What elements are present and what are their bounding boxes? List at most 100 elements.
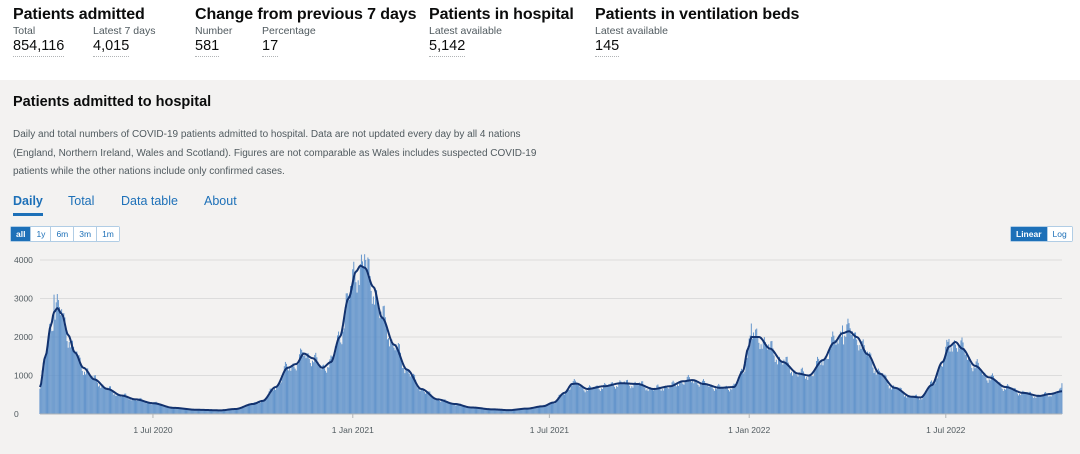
daily-bar: [299, 354, 300, 414]
range-all-button[interactable]: all: [11, 227, 32, 241]
daily-bar: [773, 355, 775, 414]
range-3m-button[interactable]: 3m: [74, 227, 98, 241]
daily-bar: [184, 408, 186, 414]
range-6m-button[interactable]: 6m: [51, 227, 75, 241]
daily-bar: [192, 409, 194, 414]
daily-bar: [494, 409, 496, 414]
daily-bar: [186, 408, 188, 414]
daily-bar: [481, 407, 483, 414]
daily-bar: [60, 315, 62, 414]
daily-bar: [537, 407, 539, 414]
scale-log-button[interactable]: Log: [1047, 227, 1072, 241]
daily-bar: [64, 317, 66, 414]
daily-bar: [934, 383, 936, 414]
daily-bar: [751, 338, 753, 414]
daily-bar: [113, 394, 115, 414]
daily-bar: [553, 403, 555, 414]
daily-bar: [919, 399, 921, 414]
daily-bar: [681, 382, 683, 414]
tab-about[interactable]: About: [204, 194, 237, 208]
daily-bar: [52, 330, 54, 414]
daily-bar: [839, 331, 841, 414]
daily-bar: [960, 340, 962, 414]
daily-bar: [1058, 391, 1060, 414]
daily-bar: [503, 410, 505, 414]
daily-bar: [845, 336, 847, 414]
daily-bar: [345, 293, 347, 414]
daily-bar: [973, 366, 975, 414]
daily-bar: [837, 343, 839, 414]
daily-bar: [831, 336, 833, 414]
metric-value[interactable]: 145: [595, 38, 620, 57]
daily-bar: [41, 370, 43, 414]
daily-bar: [1042, 395, 1044, 414]
daily-bar: [985, 377, 987, 414]
range-1m-button[interactable]: 1m: [97, 227, 119, 241]
daily-bar: [103, 386, 105, 414]
daily-bar: [900, 388, 902, 414]
daily-bar: [869, 352, 871, 414]
daily-bar: [865, 355, 867, 414]
metric-value[interactable]: 4,015: [93, 38, 130, 57]
daily-bar: [265, 400, 267, 414]
daily-bar: [668, 388, 670, 414]
daily-bar: [420, 388, 422, 414]
daily-bar: [583, 390, 585, 414]
daily-bar: [1001, 388, 1003, 414]
tab-total[interactable]: Total: [68, 194, 95, 208]
daily-bar: [1036, 395, 1038, 414]
daily-bar: [659, 388, 661, 414]
daily-bar: [927, 386, 929, 414]
daily-bar: [142, 400, 144, 414]
daily-bar: [1016, 393, 1018, 414]
daily-bar: [810, 375, 812, 414]
headline-title: Change from previous 7 days: [195, 6, 417, 23]
daily-bar: [365, 260, 367, 414]
daily-bar: [903, 396, 905, 414]
daily-bar: [669, 385, 671, 414]
daily-bar: [441, 400, 443, 414]
daily-bar: [352, 269, 354, 414]
daily-bar: [217, 410, 219, 414]
daily-bar: [604, 382, 606, 414]
daily-bar: [1037, 394, 1039, 414]
daily-bar: [644, 387, 646, 414]
tab-daily[interactable]: Daily: [13, 194, 43, 216]
daily-bar: [148, 402, 149, 414]
daily-bar: [699, 383, 701, 414]
daily-bar: [941, 366, 943, 414]
daily-bar: [117, 393, 119, 414]
daily-bar: [234, 409, 236, 414]
daily-bar: [670, 386, 672, 414]
daily-bar: [617, 387, 619, 414]
metric-value[interactable]: 17: [262, 38, 279, 57]
daily-bar: [398, 344, 400, 414]
tab-data-table[interactable]: Data table: [121, 194, 178, 208]
daily-bar: [652, 389, 653, 414]
daily-bar: [952, 343, 954, 414]
card-description: Daily and total numbers of COVID-19 pati…: [13, 129, 537, 177]
daily-bar: [628, 382, 630, 414]
metric-value[interactable]: 854,116: [13, 38, 65, 57]
daily-bar: [834, 340, 836, 414]
daily-bar: [501, 410, 502, 414]
daily-bar: [824, 356, 826, 414]
daily-bar: [885, 375, 887, 414]
metric-value[interactable]: 5,142: [429, 38, 466, 57]
scale-linear-button[interactable]: Linear: [1011, 227, 1048, 241]
daily-bar: [603, 384, 605, 414]
daily-bar: [996, 380, 998, 414]
daily-bar: [559, 394, 561, 414]
metric-value[interactable]: 581: [195, 38, 220, 57]
daily-bar: [861, 341, 863, 414]
daily-bar: [211, 410, 212, 414]
daily-bar: [291, 365, 293, 414]
daily-bar: [527, 407, 529, 414]
daily-bar: [886, 380, 888, 414]
daily-bar: [158, 404, 160, 414]
range-1y-button[interactable]: 1y: [31, 227, 52, 241]
daily-bar: [268, 391, 270, 414]
daily-bar: [930, 381, 931, 414]
daily-bar: [859, 344, 861, 414]
daily-bar: [1025, 393, 1027, 414]
